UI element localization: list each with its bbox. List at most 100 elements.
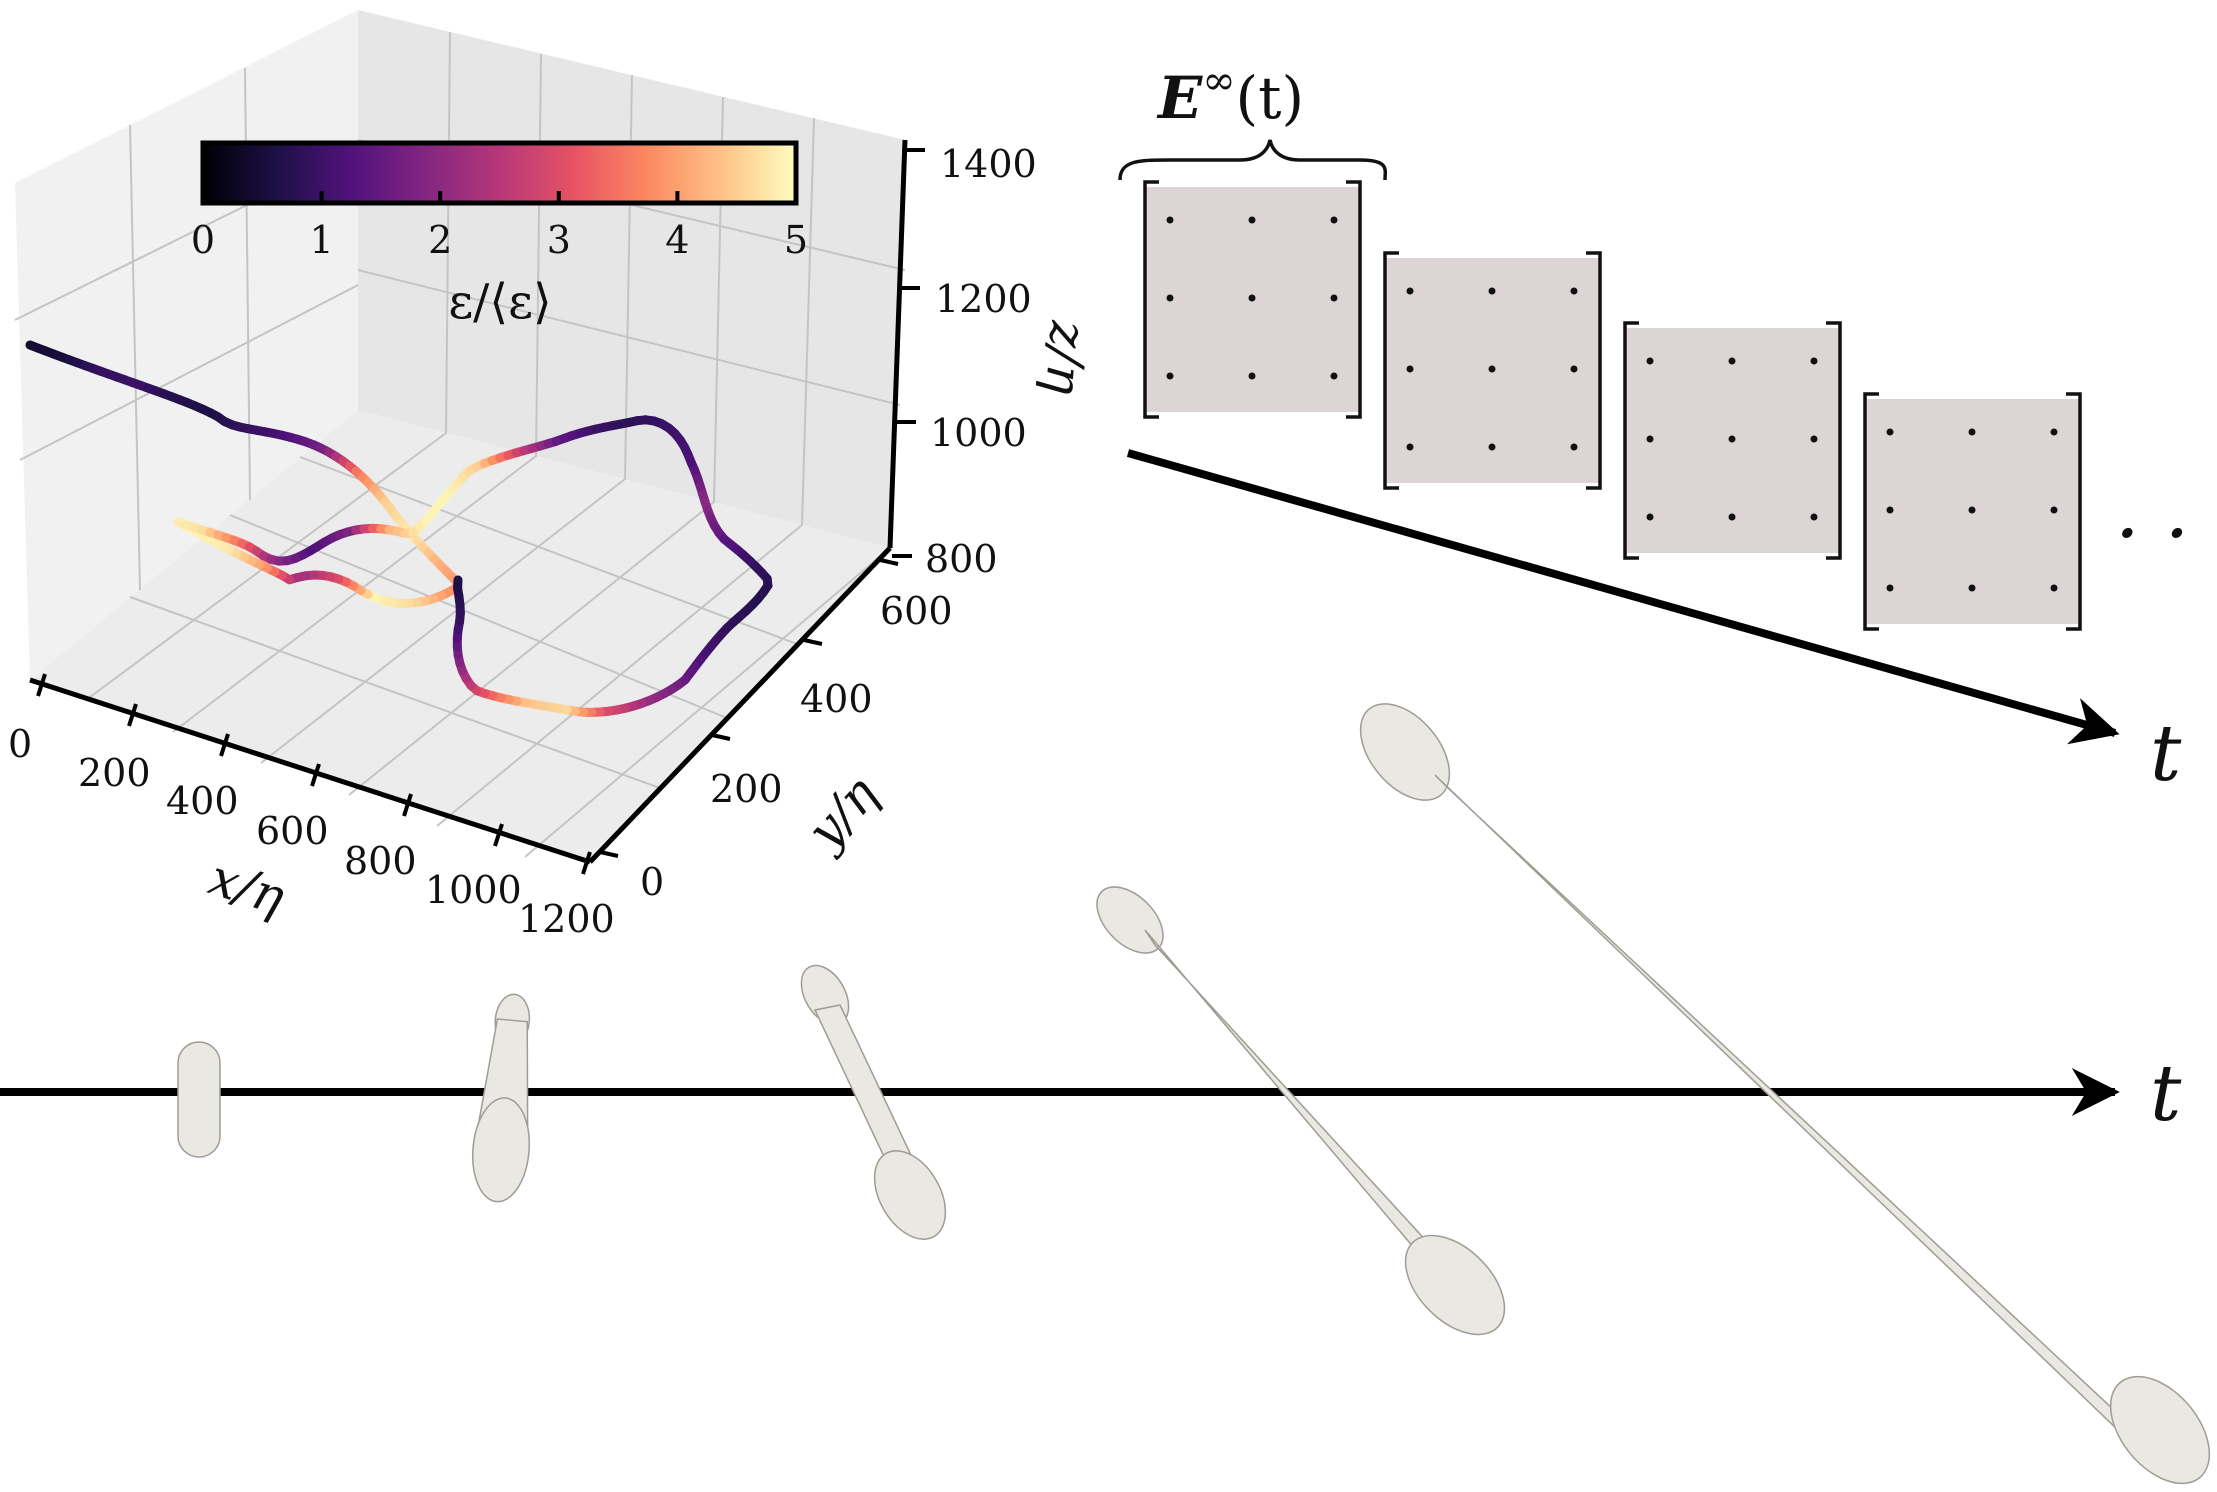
- frame-dot: [1646, 435, 1654, 443]
- z-axis-label: z/η: [1034, 318, 1098, 397]
- frame-dot: [1570, 443, 1578, 451]
- y-axis-label: y/η: [794, 765, 889, 861]
- frame-dot: [1330, 216, 1338, 224]
- colorbar: 0 1 2 3 4 5 ε/⟨ε⟩: [191, 140, 808, 330]
- frame-dot: [1728, 435, 1736, 443]
- frame-dot: [1810, 357, 1818, 365]
- ellipsis: · · ·: [2115, 489, 2217, 579]
- frame-dot: [1406, 287, 1414, 295]
- droplet-2: [471, 993, 531, 1203]
- droplet-sequence: t: [0, 703, 2211, 1485]
- droplet-4: [1096, 886, 1506, 1336]
- frame-bracket-left: [1863, 392, 1879, 631]
- y-tick-label: 600: [880, 589, 953, 633]
- field-label-sup: ∞: [1202, 58, 1235, 104]
- field-schematic: E∞(t) · · · t: [1118, 58, 2217, 799]
- frame-dot: [1968, 506, 1976, 514]
- frame-dot: [1166, 216, 1174, 224]
- frame-dot: [1248, 372, 1256, 380]
- x-tick-label: 1200: [518, 897, 615, 941]
- frame-dot: [2050, 584, 2058, 592]
- x-tick-label: 600: [256, 809, 329, 853]
- frame-bracket-right: [1826, 321, 1842, 560]
- time-axis-upper: [1126, 449, 2120, 745]
- frame-bracket-right: [1346, 180, 1362, 419]
- x-axis-label: x/η: [202, 848, 291, 926]
- colorbar-tick-label: 5: [784, 218, 808, 262]
- frame-bracket-left: [1623, 321, 1639, 560]
- frame-dot: [1406, 443, 1414, 451]
- frame-dot: [2050, 428, 2058, 436]
- z-tick-label: 1000: [930, 411, 1027, 455]
- frame-dot: [1646, 513, 1654, 521]
- x-axis-line: [29, 677, 591, 865]
- field-frame-4: [1863, 392, 2082, 631]
- frame-dot: [1886, 584, 1894, 592]
- frame-dot: [1728, 357, 1736, 365]
- z-tick-label: 1400: [940, 142, 1037, 186]
- x-tick-label: 800: [344, 839, 417, 883]
- field-frames: [1143, 180, 2082, 631]
- field-frame-2: [1383, 251, 1602, 490]
- z-tick-label: 1200: [935, 277, 1032, 321]
- frame-dot: [1570, 287, 1578, 295]
- frame-dot: [2050, 506, 2058, 514]
- colorbar-tick-label: 3: [547, 218, 571, 262]
- frame-bracket-right: [2066, 392, 2082, 631]
- y-tick-label: 200: [710, 767, 783, 811]
- frame-dot: [1248, 294, 1256, 302]
- field-label-arg: (t): [1236, 64, 1305, 132]
- frame-dot: [1488, 443, 1496, 451]
- z-tick-label: 800: [925, 537, 998, 581]
- frame-dot: [1968, 584, 1976, 592]
- frame-dot: [1488, 287, 1496, 295]
- x-ticks: 0 200 400 600 800 1000 1200 x/η: [8, 673, 615, 941]
- frame-dot: [1166, 372, 1174, 380]
- frame-dot: [1166, 294, 1174, 302]
- frame-dot: [1886, 428, 1894, 436]
- y-tick-label: 400: [800, 677, 873, 721]
- frame-dot: [1886, 506, 1894, 514]
- frame-dot: [1968, 428, 1976, 436]
- time-label-upper: t: [2150, 709, 2182, 799]
- frame-bracket-left: [1143, 180, 1159, 419]
- field-label: E∞(t): [1156, 58, 1304, 132]
- colorbar-tick-label: 2: [428, 218, 452, 262]
- frame-dot: [1406, 365, 1414, 373]
- frame-bracket-right: [1586, 251, 1602, 490]
- x-tick-label: 400: [166, 779, 239, 823]
- frame-dot: [1330, 372, 1338, 380]
- field-label-base: E: [1156, 64, 1203, 132]
- colorbar-label: ε/⟨ε⟩: [448, 274, 551, 330]
- frame-dot: [1646, 357, 1654, 365]
- field-frame-1: [1143, 180, 1362, 419]
- plot3d: 0 200 400 600 800 1000 1200 x/η 0 200 40…: [8, 10, 1098, 941]
- x-tick-label: 1000: [425, 868, 522, 912]
- trajectory: [25, 340, 773, 717]
- frame-dot: [1570, 365, 1578, 373]
- droplet-1: [177, 1041, 221, 1158]
- x-tick-label: 200: [78, 751, 151, 795]
- colorbar-bar: [200, 140, 799, 206]
- frame-dot: [1330, 294, 1338, 302]
- z-axis-line: [887, 139, 908, 549]
- time-label-lower: t: [2150, 1049, 2182, 1139]
- colorbar-tick-label: 4: [665, 218, 689, 262]
- z-ticks: 1400 1200 1000 800 z/η: [892, 142, 1098, 581]
- frame-bracket-left: [1383, 251, 1399, 490]
- frame-dot: [1728, 513, 1736, 521]
- x-tick-label: 0: [8, 722, 32, 766]
- field-frame-3: [1623, 321, 1842, 560]
- frame-dot: [1248, 216, 1256, 224]
- frame-dot: [1810, 435, 1818, 443]
- frame-dot: [1488, 365, 1496, 373]
- curly-brace: [1118, 139, 1388, 181]
- colorbar-tick-label: 1: [310, 218, 334, 262]
- frame-dot: [1810, 513, 1818, 521]
- y-tick-label: 0: [640, 860, 664, 904]
- droplet-3: [800, 964, 947, 1240]
- droplet-5: [1359, 703, 2211, 1485]
- y-axis-line: [588, 546, 892, 864]
- colorbar-tick-label: 0: [191, 218, 215, 262]
